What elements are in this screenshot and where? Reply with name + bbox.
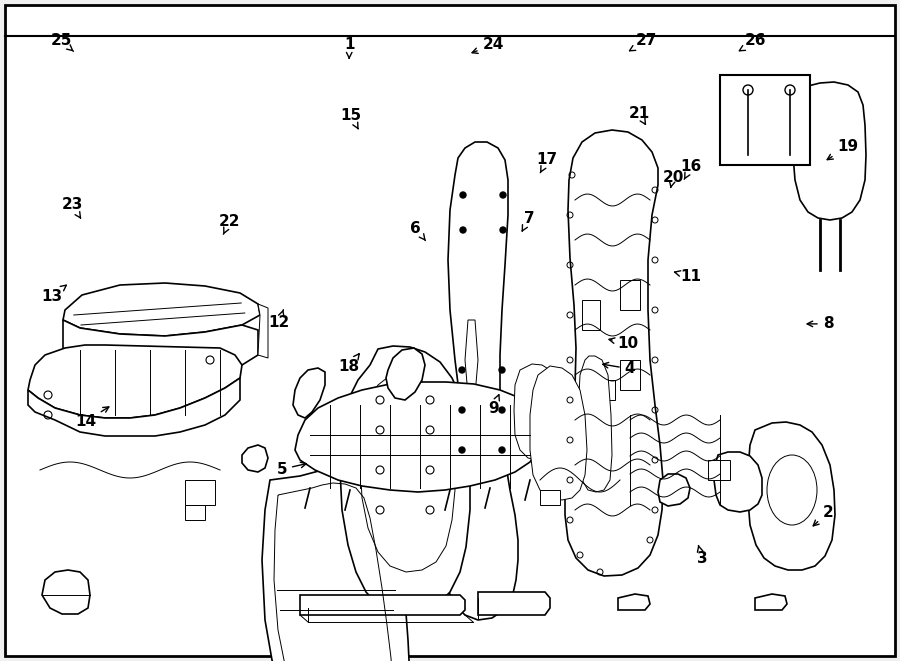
Circle shape xyxy=(459,407,465,413)
Text: 26: 26 xyxy=(739,34,767,51)
Text: 25: 25 xyxy=(50,34,74,52)
Polygon shape xyxy=(748,422,835,570)
Circle shape xyxy=(499,367,505,373)
Text: 18: 18 xyxy=(338,354,360,374)
Text: 21: 21 xyxy=(628,106,650,124)
Polygon shape xyxy=(28,345,242,418)
Text: 8: 8 xyxy=(807,317,833,331)
Polygon shape xyxy=(293,368,325,418)
Text: 7: 7 xyxy=(522,211,535,231)
Polygon shape xyxy=(585,380,615,400)
Polygon shape xyxy=(708,460,730,480)
Polygon shape xyxy=(478,592,550,615)
Polygon shape xyxy=(63,283,260,336)
Text: 4: 4 xyxy=(603,362,635,376)
Polygon shape xyxy=(63,320,258,376)
Polygon shape xyxy=(386,348,425,400)
Circle shape xyxy=(500,192,506,198)
Polygon shape xyxy=(540,490,560,505)
Polygon shape xyxy=(755,594,787,610)
Circle shape xyxy=(500,227,506,233)
Polygon shape xyxy=(340,346,470,614)
Polygon shape xyxy=(578,356,612,492)
Polygon shape xyxy=(620,360,640,390)
Polygon shape xyxy=(565,130,663,576)
Polygon shape xyxy=(185,505,205,520)
Text: 1: 1 xyxy=(344,38,355,58)
Text: 2: 2 xyxy=(814,505,833,526)
Circle shape xyxy=(459,447,465,453)
Polygon shape xyxy=(42,570,90,614)
Text: 27: 27 xyxy=(629,34,657,51)
Text: 16: 16 xyxy=(680,159,702,179)
Text: 5: 5 xyxy=(276,462,306,477)
Circle shape xyxy=(499,407,505,413)
Circle shape xyxy=(460,227,466,233)
Text: 17: 17 xyxy=(536,153,558,173)
Polygon shape xyxy=(618,594,650,610)
Polygon shape xyxy=(465,320,478,395)
Text: 6: 6 xyxy=(410,221,426,241)
Polygon shape xyxy=(793,82,866,220)
Polygon shape xyxy=(28,378,240,436)
Text: 9: 9 xyxy=(488,395,500,416)
Circle shape xyxy=(460,192,466,198)
Polygon shape xyxy=(530,366,587,500)
Text: 10: 10 xyxy=(609,336,639,351)
Polygon shape xyxy=(582,300,600,330)
Ellipse shape xyxy=(767,455,817,525)
Polygon shape xyxy=(258,304,268,358)
Polygon shape xyxy=(658,474,690,506)
Polygon shape xyxy=(514,364,560,460)
Polygon shape xyxy=(295,382,540,492)
Text: 11: 11 xyxy=(674,269,702,284)
Circle shape xyxy=(499,447,505,453)
Text: 12: 12 xyxy=(268,309,290,330)
Circle shape xyxy=(459,367,465,373)
Text: 14: 14 xyxy=(75,407,109,429)
Text: 13: 13 xyxy=(41,285,67,303)
Text: 3: 3 xyxy=(697,545,707,566)
Text: 22: 22 xyxy=(219,214,240,234)
Text: 20: 20 xyxy=(662,170,684,188)
Bar xyxy=(720,75,810,165)
Text: 24: 24 xyxy=(472,38,504,54)
Text: 23: 23 xyxy=(61,198,83,218)
Polygon shape xyxy=(445,142,518,620)
Text: 15: 15 xyxy=(340,108,362,129)
Text: 19: 19 xyxy=(827,139,859,160)
Polygon shape xyxy=(262,465,410,661)
Polygon shape xyxy=(620,280,640,310)
Polygon shape xyxy=(242,445,268,472)
Polygon shape xyxy=(185,480,215,505)
Polygon shape xyxy=(300,595,465,615)
Polygon shape xyxy=(714,452,762,512)
